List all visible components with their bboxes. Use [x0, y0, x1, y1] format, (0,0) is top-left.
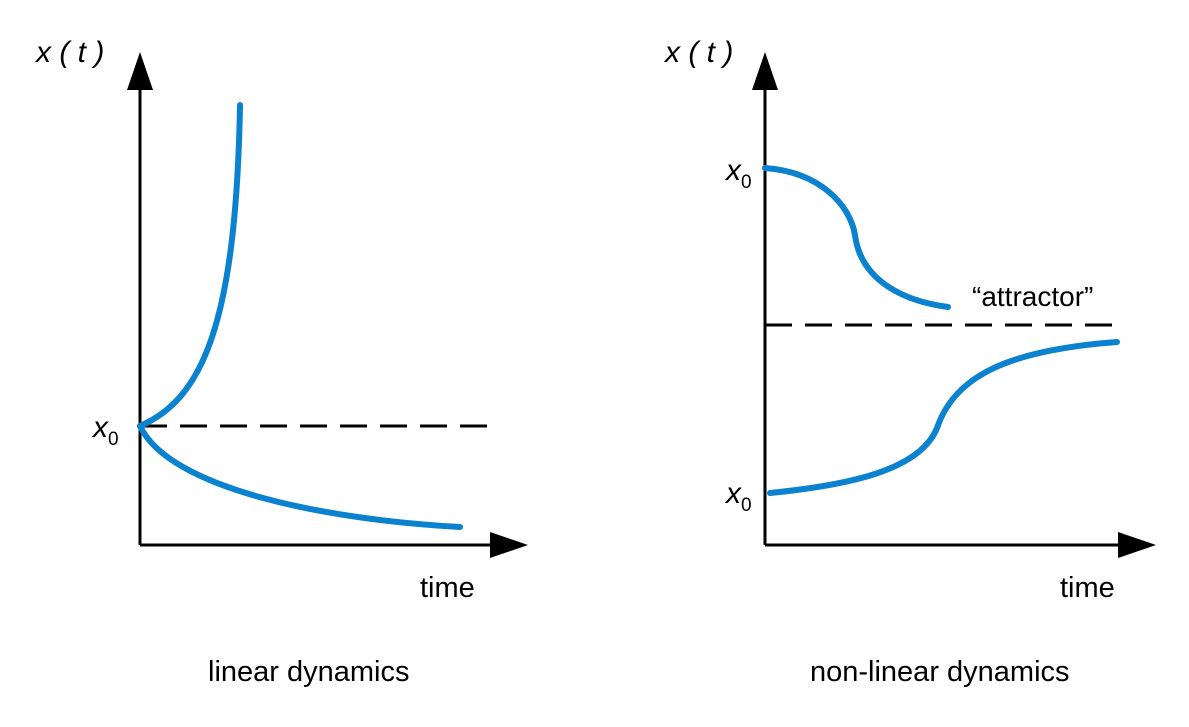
left-y-axis-label: x ( t )	[34, 36, 104, 69]
right-panel: x ( t ) x0 x0 “attractor” time non-linea…	[663, 36, 1156, 688]
left-y-axis-arrow	[127, 52, 153, 90]
right-y-axis-arrow	[752, 52, 778, 90]
left-x0-label: x0	[91, 411, 119, 450]
right-x-axis-label: time	[1060, 572, 1115, 604]
left-caption: linear dynamics	[208, 656, 409, 688]
left-x-axis-arrow	[490, 532, 528, 558]
right-lower-curve	[767, 339, 1120, 496]
right-caption: non-linear dynamics	[810, 656, 1070, 688]
right-y-axis-label: x ( t )	[663, 36, 733, 69]
right-x0-bottom-label: x0	[724, 477, 752, 516]
left-growth-curve	[137, 102, 243, 429]
right-x0-top-label: x0	[724, 154, 752, 193]
right-x-axis-arrow	[1118, 532, 1156, 558]
left-panel: x ( t ) x0 time linear dynamics	[34, 36, 528, 688]
left-decay-curve	[137, 423, 463, 530]
right-attractor-label: “attractor”	[972, 281, 1093, 312]
right-upper-curve	[762, 165, 951, 310]
left-x-axis-label: time	[420, 572, 475, 604]
